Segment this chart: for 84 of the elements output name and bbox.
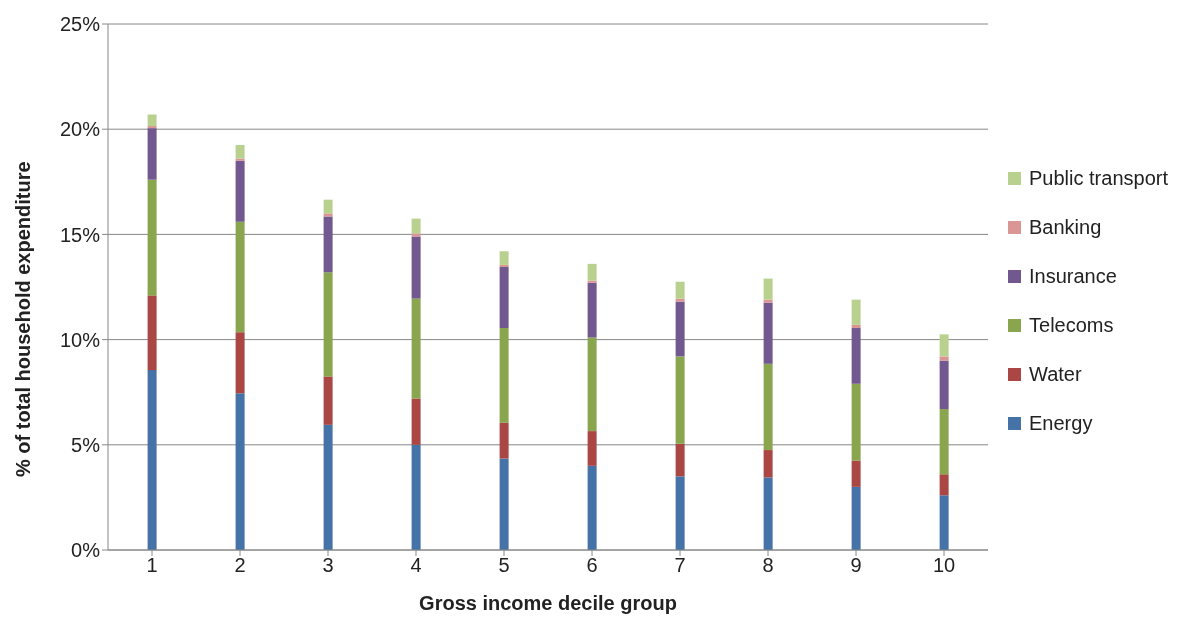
y-tick-label: 20% bbox=[59, 118, 101, 141]
bar bbox=[587, 465, 597, 550]
bar bbox=[851, 383, 861, 461]
bar bbox=[411, 444, 421, 550]
bar bbox=[499, 422, 509, 459]
bar bbox=[411, 218, 421, 234]
bar bbox=[851, 324, 861, 329]
bar bbox=[675, 443, 685, 477]
bar bbox=[939, 409, 949, 475]
x-tick-label: 5 bbox=[498, 554, 510, 577]
bar bbox=[763, 278, 773, 300]
bar bbox=[323, 424, 333, 550]
bar bbox=[235, 221, 245, 333]
y-tick-label: 15% bbox=[59, 223, 101, 246]
bar bbox=[499, 251, 509, 265]
x-tick-label: 10 bbox=[932, 554, 956, 577]
x-tick-label: 4 bbox=[410, 554, 422, 577]
bar bbox=[499, 458, 509, 550]
bar bbox=[499, 328, 509, 423]
bar bbox=[675, 356, 685, 444]
legend-label: Banking bbox=[1029, 216, 1102, 239]
bar bbox=[323, 213, 333, 217]
bar bbox=[323, 376, 333, 425]
bar bbox=[411, 298, 421, 399]
bar bbox=[675, 281, 685, 299]
bar bbox=[587, 337, 597, 432]
bar bbox=[147, 179, 157, 296]
x-tick-label: 7 bbox=[674, 554, 686, 577]
y-axis-title: % of total household expenditure bbox=[12, 161, 35, 477]
bar bbox=[587, 282, 597, 338]
bar bbox=[323, 199, 333, 214]
bar bbox=[235, 332, 245, 394]
legend-label: Public transport bbox=[1029, 167, 1168, 190]
bar bbox=[939, 356, 949, 361]
legend-label: Water bbox=[1029, 363, 1082, 386]
bar bbox=[411, 236, 421, 299]
bar bbox=[939, 474, 949, 496]
bar bbox=[763, 363, 773, 451]
bar bbox=[411, 398, 421, 445]
bar bbox=[587, 280, 597, 283]
bar bbox=[939, 334, 949, 357]
bar bbox=[851, 486, 861, 550]
legend-label: Telecoms bbox=[1029, 314, 1114, 337]
bar bbox=[675, 301, 685, 357]
bar bbox=[323, 216, 333, 273]
bar bbox=[851, 328, 861, 384]
legend-label: Energy bbox=[1029, 412, 1093, 435]
x-tick-label: 2 bbox=[234, 554, 246, 577]
y-tick-label: 5% bbox=[71, 433, 101, 456]
bar bbox=[323, 272, 333, 377]
y-tick-label: 25% bbox=[59, 13, 101, 36]
bar bbox=[147, 370, 157, 550]
bar bbox=[147, 114, 157, 127]
bar bbox=[147, 128, 157, 180]
bar bbox=[235, 393, 245, 550]
x-tick-label: 1 bbox=[146, 554, 158, 577]
bar bbox=[939, 360, 949, 410]
bar bbox=[851, 299, 861, 325]
x-tick-label: 3 bbox=[322, 554, 334, 577]
bar bbox=[147, 295, 157, 371]
x-tick-label: 9 bbox=[850, 554, 862, 577]
bar bbox=[763, 477, 773, 550]
legend-label: Insurance bbox=[1029, 265, 1117, 288]
bar bbox=[763, 302, 773, 364]
bar bbox=[675, 298, 685, 302]
x-tick-label: 8 bbox=[762, 554, 774, 577]
bar bbox=[587, 263, 597, 281]
x-axis-title: Gross income decile group bbox=[419, 592, 677, 614]
bar bbox=[235, 160, 245, 222]
bar bbox=[939, 495, 949, 550]
bar bbox=[499, 267, 509, 329]
y-tick-label: 0% bbox=[71, 539, 101, 562]
bar bbox=[499, 264, 509, 268]
bar bbox=[851, 460, 861, 487]
bar bbox=[411, 233, 421, 237]
bar bbox=[587, 431, 597, 466]
bar bbox=[147, 126, 157, 129]
x-tick-label: 6 bbox=[586, 554, 598, 577]
bar bbox=[763, 450, 773, 478]
bar bbox=[235, 144, 245, 159]
bar bbox=[235, 158, 245, 161]
bar bbox=[675, 476, 685, 550]
y-tick-label: 10% bbox=[59, 328, 101, 351]
bar bbox=[763, 299, 773, 303]
